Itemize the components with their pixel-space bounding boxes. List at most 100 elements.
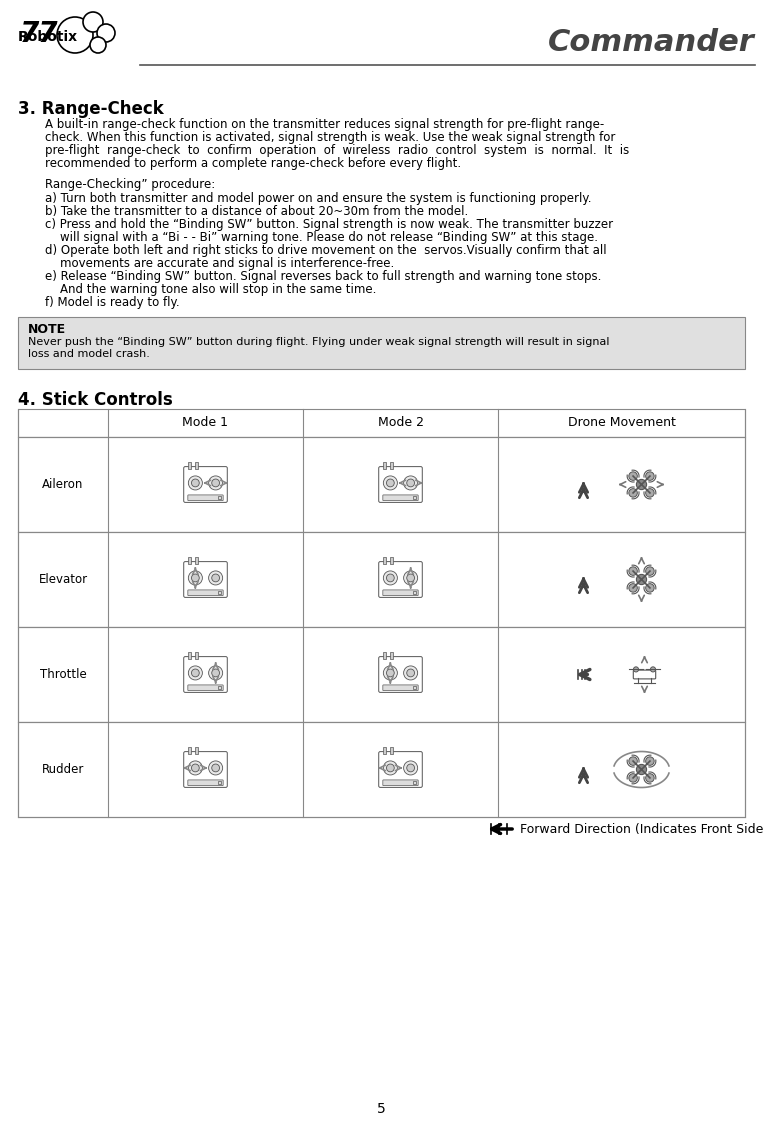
Circle shape (629, 488, 637, 497)
FancyBboxPatch shape (383, 590, 418, 596)
FancyBboxPatch shape (378, 656, 422, 693)
Circle shape (212, 764, 220, 772)
Circle shape (208, 761, 223, 775)
Circle shape (208, 571, 223, 585)
Bar (188, 557, 192, 564)
Circle shape (407, 669, 414, 677)
Circle shape (407, 764, 414, 772)
Bar (195, 461, 198, 469)
Circle shape (192, 669, 199, 677)
Circle shape (407, 479, 414, 487)
Circle shape (90, 37, 106, 53)
Circle shape (387, 764, 394, 772)
Circle shape (387, 479, 394, 487)
Bar (218, 591, 221, 594)
Circle shape (212, 479, 220, 487)
Text: 4. Stick Controls: 4. Stick Controls (18, 391, 172, 409)
Text: A built-in range-check function on the transmitter reduces signal strength for p: A built-in range-check function on the t… (45, 118, 604, 131)
Circle shape (83, 12, 103, 32)
Text: loss and model crash.: loss and model crash. (28, 349, 150, 359)
Circle shape (404, 666, 417, 680)
Bar (188, 747, 192, 754)
FancyBboxPatch shape (378, 467, 422, 502)
Text: 77: 77 (20, 20, 59, 49)
Bar (18, 722, 745, 817)
Circle shape (383, 761, 398, 775)
Text: Range-Checking” procedure:: Range-Checking” procedure: (45, 178, 215, 191)
Bar (413, 591, 416, 594)
Text: Mode 2: Mode 2 (378, 416, 423, 430)
Circle shape (629, 472, 637, 481)
FancyBboxPatch shape (383, 779, 418, 785)
Text: Aileron: Aileron (42, 478, 84, 491)
Circle shape (645, 583, 654, 592)
FancyBboxPatch shape (188, 495, 223, 501)
Bar (18, 317, 745, 369)
Bar (195, 652, 198, 659)
Text: Drone Movement: Drone Movement (568, 416, 675, 430)
Bar (390, 652, 393, 659)
FancyBboxPatch shape (378, 751, 422, 787)
Circle shape (629, 757, 637, 765)
Circle shape (629, 774, 637, 782)
Bar (383, 557, 387, 564)
Bar (383, 461, 387, 469)
Bar (18, 532, 745, 627)
FancyBboxPatch shape (184, 751, 227, 787)
Circle shape (645, 488, 654, 497)
Text: check. When this function is activated, signal strength is weak. Use the weak si: check. When this function is activated, … (45, 131, 616, 144)
Bar (18, 627, 745, 722)
Circle shape (404, 761, 417, 775)
Bar (195, 747, 198, 754)
Text: NOTE: NOTE (28, 323, 66, 336)
FancyBboxPatch shape (383, 495, 418, 501)
Bar (383, 652, 387, 659)
FancyBboxPatch shape (188, 779, 223, 785)
Circle shape (404, 476, 417, 490)
Circle shape (387, 669, 394, 677)
Text: 3. Range-Check: 3. Range-Check (18, 100, 164, 118)
Bar (413, 686, 416, 689)
Text: Mode 1: Mode 1 (182, 416, 228, 430)
FancyBboxPatch shape (378, 562, 422, 598)
Bar (218, 686, 221, 689)
Text: Never push the “Binding SW” button during flight. Flying under weak signal stren: Never push the “Binding SW” button durin… (28, 337, 610, 347)
Circle shape (208, 476, 223, 490)
Circle shape (404, 571, 417, 585)
Circle shape (407, 574, 414, 582)
Circle shape (645, 774, 654, 782)
Text: Rudder: Rudder (42, 763, 84, 776)
Circle shape (208, 666, 223, 680)
Bar (413, 496, 416, 500)
Circle shape (188, 571, 202, 585)
Text: d) Operate both left and right sticks to drive movement on the  servos.Visually : d) Operate both left and right sticks to… (45, 244, 607, 257)
Circle shape (636, 574, 646, 584)
Circle shape (192, 574, 199, 582)
Text: 5: 5 (377, 1102, 385, 1116)
Circle shape (212, 669, 220, 677)
Text: will signal with a “Bi - - Bi” warning tone. Please do not release “Binding SW” : will signal with a “Bi - - Bi” warning t… (45, 231, 598, 244)
Text: Robotix: Robotix (18, 30, 78, 44)
Circle shape (629, 567, 637, 575)
Circle shape (212, 574, 220, 582)
Text: f) Model is ready to fly.: f) Model is ready to fly. (45, 296, 179, 309)
Circle shape (636, 479, 646, 490)
Bar (188, 652, 192, 659)
Circle shape (192, 764, 199, 772)
FancyBboxPatch shape (184, 467, 227, 502)
Bar (18, 409, 745, 437)
Text: Throttle: Throttle (40, 668, 86, 681)
Text: pre-flight  range-check  to  confirm  operation  of  wireless  radio  control  s: pre-flight range-check to confirm operat… (45, 144, 629, 157)
Bar (390, 747, 393, 754)
Circle shape (645, 567, 654, 575)
Circle shape (633, 667, 639, 672)
Bar (218, 496, 221, 500)
Circle shape (629, 583, 637, 592)
Text: c) Press and hold the “Binding SW” button. Signal strength is now weak. The tran: c) Press and hold the “Binding SW” butto… (45, 218, 613, 231)
FancyBboxPatch shape (188, 590, 223, 596)
Circle shape (188, 761, 202, 775)
Bar (188, 461, 192, 469)
Circle shape (383, 666, 398, 680)
Bar (413, 782, 416, 784)
Bar (383, 747, 387, 754)
